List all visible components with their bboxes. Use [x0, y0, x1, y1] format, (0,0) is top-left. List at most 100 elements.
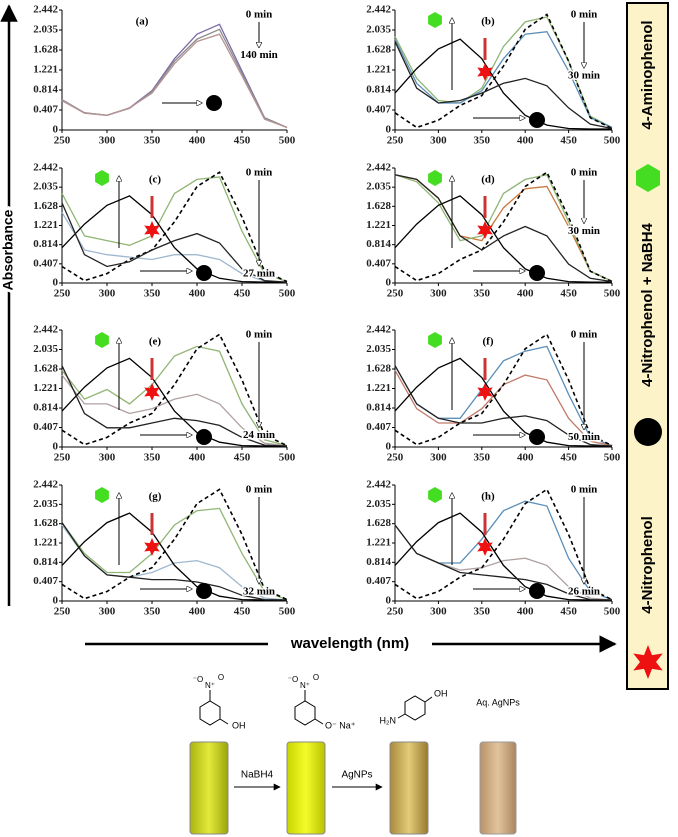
icon-hexagon [428, 332, 442, 348]
x-tick-label: 250 [54, 452, 71, 464]
icon-circle [196, 265, 212, 281]
y-tick-label: 1.221 [33, 537, 58, 549]
time-start: 0 min [246, 9, 273, 21]
x-tick-label: 250 [54, 606, 71, 618]
time-start: 0 min [246, 484, 273, 496]
x-tick-label: 500 [279, 606, 296, 618]
y-tick-label: 0.407 [33, 575, 58, 587]
y-tick-label: 0.814 [33, 238, 58, 250]
y-tick-label: 2.442 [366, 479, 391, 491]
bond [424, 696, 433, 703]
y-tick-label: 0.814 [366, 556, 391, 568]
time-start: 0 min [571, 484, 598, 496]
panel: 0 0.407 0.814 1.221 1.628 2.035 2.442 250 300 350… [366, 4, 621, 147]
icon-star [477, 221, 493, 239]
spectrum-line [394, 31, 613, 129]
panel: 0 0.407 0.814 1.221 1.628 2.035 2.442 250 300 350… [33, 479, 296, 618]
y-tick-label: 0.407 [33, 421, 58, 433]
spectrum-line [61, 365, 288, 447]
y-tick-label: 2.035 [366, 498, 391, 510]
time-end: 27 min [243, 267, 275, 279]
panel: 0 0.407 0.814 1.221 1.628 2.035 2.442 250 300 350… [366, 479, 621, 618]
axes [61, 330, 287, 448]
x-tick-label: 350 [474, 135, 491, 147]
time-start: 0 min [571, 167, 598, 179]
spectrum-line [61, 176, 288, 283]
spectrum-line [61, 202, 288, 283]
bond [219, 718, 229, 725]
group: O⁻ Na⁺ [325, 720, 356, 730]
legend-star [633, 645, 663, 679]
spectrum-line [394, 171, 613, 283]
spectrum-line [61, 507, 288, 601]
nitro-n: N⁺ [205, 681, 215, 690]
y-tick-label: 1.221 [33, 382, 58, 394]
axes [61, 168, 287, 284]
x-tick-label: 450 [234, 135, 251, 147]
y-tick-label: 1.221 [33, 64, 58, 76]
y-tick-label: 0.407 [366, 421, 391, 433]
y-tick-label: 0.814 [366, 84, 391, 96]
x-tick-label: 350 [144, 288, 161, 300]
y-tick-label: 0 [53, 124, 59, 136]
y-tick-label: 2.035 [33, 24, 58, 36]
x-tick-label: 450 [560, 606, 577, 618]
axes [394, 485, 612, 602]
x-tick-label: 500 [604, 288, 621, 300]
spectrum-line [61, 33, 288, 129]
icon-star [144, 538, 160, 556]
x-tick-label: 400 [517, 606, 534, 618]
cuvette [479, 741, 517, 835]
time-end: 26 min [568, 585, 600, 597]
x-tick-label: 400 [189, 606, 206, 618]
spectrum-line [61, 23, 288, 129]
x-tick-label: 400 [517, 135, 534, 147]
spectrum-line [394, 38, 612, 130]
x-tick-label: 400 [189, 135, 206, 147]
time-start: 0 min [571, 9, 598, 21]
ring [199, 700, 221, 726]
time-end: 24 min [243, 429, 275, 441]
y-tick-label: 0.407 [33, 257, 58, 269]
bond [397, 713, 406, 719]
time-end: 30 min [568, 225, 600, 237]
spectrum-line [61, 522, 288, 601]
spectrum-line [394, 512, 612, 601]
x-tick-label: 250 [387, 606, 404, 618]
spectrum-line [394, 333, 613, 447]
icon-circle [196, 583, 212, 599]
nitro-o: O [218, 673, 224, 682]
x-tick-label: 300 [430, 452, 447, 464]
x-label: wavelength (nm) [290, 635, 409, 652]
axes [61, 485, 287, 602]
y-tick-label: 1.221 [366, 219, 391, 231]
panel-title: (g) [149, 491, 162, 503]
y-tick-label: 0.407 [366, 104, 391, 116]
y-tick-label: 1.628 [33, 44, 58, 56]
icon-hexagon [95, 487, 109, 503]
icon-star [477, 63, 493, 81]
y-tick-label: 1.221 [33, 219, 58, 231]
time-end: 27 min [243, 267, 275, 279]
icon-circle [529, 265, 545, 281]
spectrum-line [61, 357, 287, 447]
step-2: AgNPs [341, 770, 372, 781]
amine: H₂N [380, 715, 397, 725]
spectrum-line [61, 374, 288, 447]
panel: 0 0.407 0.814 1.221 1.628 2.035 2.442 250 300 350… [33, 4, 296, 147]
x-tick-label: 500 [279, 452, 296, 464]
y-tick-label: 2.035 [366, 24, 391, 36]
y-tick-label: 2.035 [33, 498, 58, 510]
panel: 0 0.407 0.814 1.221 1.628 2.035 2.442 250 300 350… [366, 162, 621, 300]
y-tick-label: 2.442 [33, 4, 58, 16]
icon-circle [196, 429, 212, 445]
y-tick-label: 1.628 [366, 517, 391, 529]
x-tick-label: 350 [144, 135, 161, 147]
spectrum-line [394, 365, 613, 447]
panel-title: (d) [481, 174, 495, 186]
panel-title: (a) [136, 16, 149, 28]
ring [294, 700, 316, 726]
spectrum-line [394, 13, 613, 130]
icon-hexagon [95, 332, 109, 348]
y-tick-label: 1.221 [366, 382, 391, 394]
